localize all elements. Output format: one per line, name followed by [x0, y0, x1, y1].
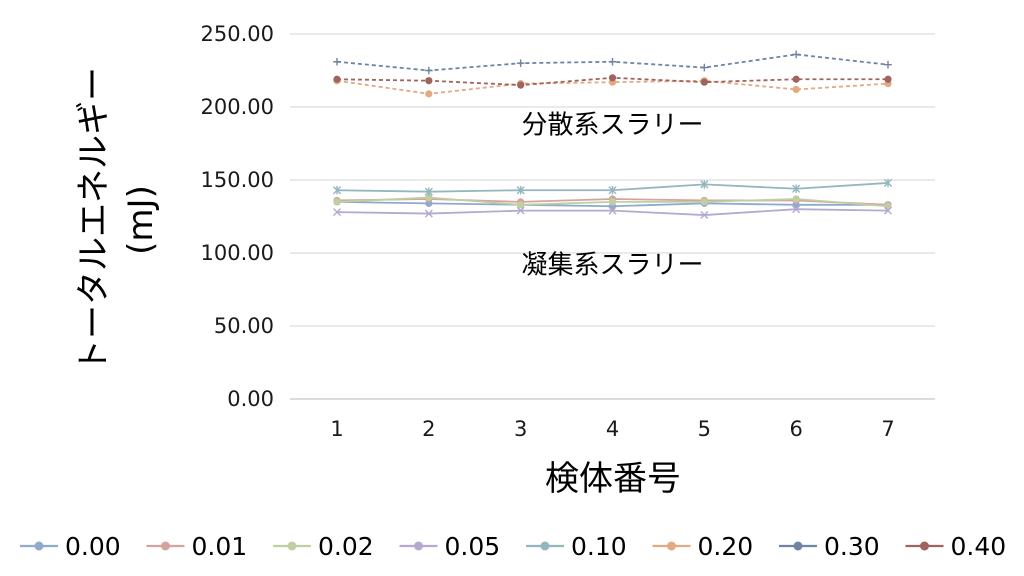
legend-swatch-marker	[34, 541, 44, 551]
legend-label: 0.00	[65, 532, 121, 561]
y-axis-title-group: トータルエネルギー (mJ)	[74, 67, 161, 373]
data-point	[700, 63, 709, 72]
legend-label: 0.02	[318, 532, 374, 561]
x-tick-label: 2	[422, 417, 435, 441]
legend-item-0.01: 0.01	[146, 532, 248, 561]
data-point	[333, 208, 341, 217]
legend-item-0.40: 0.40	[905, 532, 1007, 561]
y-tick-label: 100.00	[201, 241, 274, 265]
legend-swatch-marker	[161, 541, 170, 551]
data-point	[425, 193, 433, 202]
series-0.05	[333, 205, 892, 220]
y-axis-unit: (mJ)	[121, 185, 161, 255]
legend-label: 0.10	[571, 532, 627, 561]
legend-swatch-marker	[667, 541, 676, 551]
legend-item-0.02: 0.02	[273, 532, 374, 561]
data-point	[700, 198, 708, 206]
data-point	[517, 201, 525, 209]
data-point	[700, 211, 709, 220]
x-tick-label: 1	[330, 417, 343, 441]
annotation-label: 分散系スラリー	[521, 110, 703, 140]
data-point	[425, 90, 433, 98]
y-tick-label: 0.00	[227, 387, 274, 411]
legend: 0.00 0.01 0.02 0.05 0.10 0.20 0.30 0.40	[20, 532, 1006, 561]
data-point	[700, 180, 709, 189]
y-tick-label: 200.00	[201, 95, 274, 119]
series-0.10	[332, 178, 893, 196]
legend-swatch-marker	[920, 541, 929, 551]
legend-label: 0.30	[824, 532, 880, 561]
data-point	[884, 60, 892, 69]
series-0.30	[333, 50, 892, 75]
data-point	[792, 50, 800, 59]
x-tick-label: 6	[789, 417, 802, 441]
y-axis-ticks: 0.00 50.00 100.00 150.00 200.00 250.00	[201, 22, 274, 411]
gridlines	[290, 33, 935, 400]
data-point	[517, 81, 525, 89]
x-axis-title: 検体番号	[545, 459, 681, 499]
data-point	[700, 78, 708, 86]
legend-item-0.10: 0.10	[526, 532, 627, 561]
legend-item-0.05: 0.05	[399, 532, 501, 561]
data-point	[424, 209, 433, 218]
y-tick-label: 250.00	[201, 22, 274, 46]
legend-label: 0.01	[192, 532, 248, 561]
data-point	[608, 57, 617, 66]
data-point	[332, 186, 342, 195]
data-point	[792, 85, 800, 94]
y-tick-label: 150.00	[201, 168, 274, 192]
legend-swatch-marker	[287, 541, 297, 551]
data-point	[792, 205, 801, 214]
x-tick-label: 4	[606, 417, 619, 441]
x-tick-label: 5	[698, 417, 711, 441]
x-tick-label: 7	[881, 417, 894, 441]
x-tick-label: 3	[514, 417, 527, 441]
legend-swatch-marker	[414, 541, 423, 551]
data-point	[424, 187, 433, 196]
data-point	[792, 195, 800, 203]
legend-swatch-marker	[793, 541, 803, 551]
legend-item-0.20: 0.20	[652, 532, 754, 561]
data-point	[516, 59, 525, 67]
data-point	[425, 77, 433, 85]
data-point	[516, 206, 525, 215]
x-axis-ticks: 1 2 3 4 5 6 7	[330, 417, 894, 441]
legend-label: 0.20	[698, 532, 754, 561]
data-point	[608, 74, 617, 82]
data-point	[884, 75, 892, 83]
data-point	[608, 198, 617, 206]
data-point	[792, 75, 800, 83]
series-lines	[332, 50, 893, 220]
data-point	[333, 57, 341, 66]
data-point	[425, 66, 433, 75]
data-point	[333, 75, 341, 83]
legend-label: 0.05	[445, 532, 501, 561]
data-point	[608, 206, 617, 215]
series-0.40	[333, 74, 892, 89]
legend-item-0.30: 0.30	[779, 532, 880, 561]
y-axis-title: トータルエネルギー	[74, 67, 114, 373]
legend-item-0.00: 0.00	[20, 532, 121, 561]
y-tick-label: 50.00	[214, 314, 274, 338]
data-point	[883, 178, 893, 188]
data-point	[792, 184, 801, 193]
data-point	[333, 198, 341, 206]
annotation-label: 凝集系スラリー	[521, 251, 703, 281]
data-point	[608, 186, 617, 195]
data-point	[516, 186, 525, 195]
legend-label: 0.40	[951, 532, 1007, 561]
series-0.02	[333, 193, 892, 210]
legend-swatch-marker	[540, 541, 550, 551]
data-point	[884, 206, 892, 215]
